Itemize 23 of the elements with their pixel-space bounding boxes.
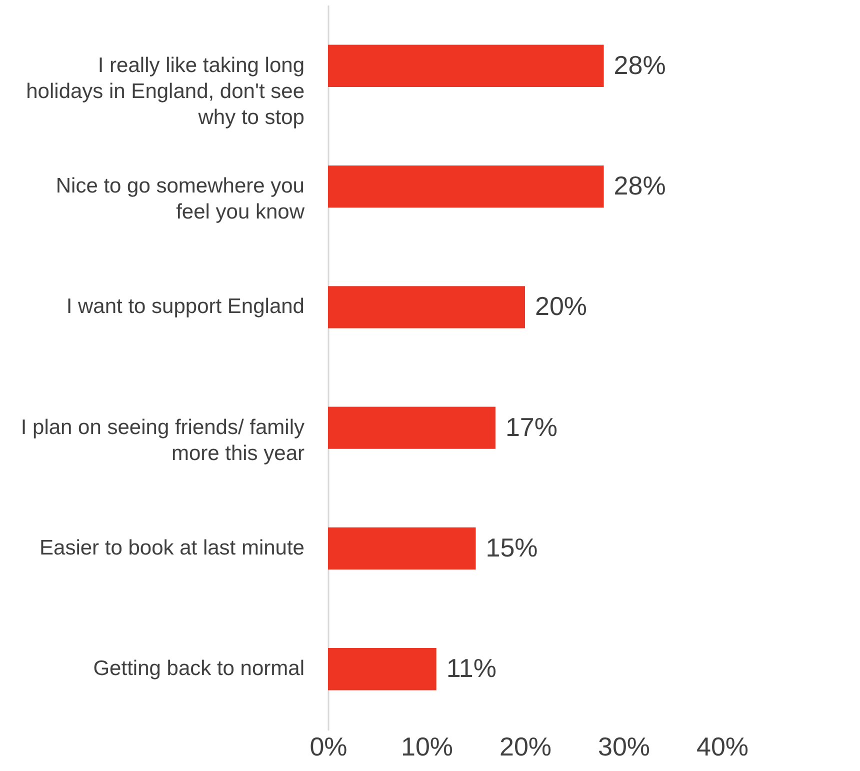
y-tick-label: Easier to book at last minute — [40, 536, 304, 560]
bar — [328, 286, 525, 328]
bar — [328, 44, 604, 88]
data-label: 11% — [446, 653, 496, 684]
data-label: 17% — [505, 412, 558, 442]
data-label: 15% — [486, 532, 538, 562]
bar — [328, 406, 496, 449]
bar — [328, 527, 476, 570]
x-tick-label: 0% — [310, 732, 348, 762]
data-label: 28% — [614, 50, 666, 80]
y-tick-label: Nice to go somewhere you feel you know — [56, 174, 306, 224]
y-tick-label: I plan on seeing friends/ family more this year — [20, 416, 305, 465]
x-tick-label: 20% — [499, 732, 552, 762]
bar — [328, 165, 604, 208]
data-label: 28% — [614, 170, 666, 201]
x-tick-label: 30% — [598, 732, 650, 762]
x-tick-label: 10% — [400, 732, 454, 762]
bar — [328, 648, 436, 690]
x-tick-label: 40% — [696, 732, 749, 762]
y-tick-label: Getting back to normal — [93, 657, 304, 680]
data-label: 20% — [535, 291, 588, 322]
y-tick-label: I want to support England — [66, 295, 304, 318]
y-tick-label: I really like taking long holidays in England, don't see why to stop — [26, 54, 304, 129]
